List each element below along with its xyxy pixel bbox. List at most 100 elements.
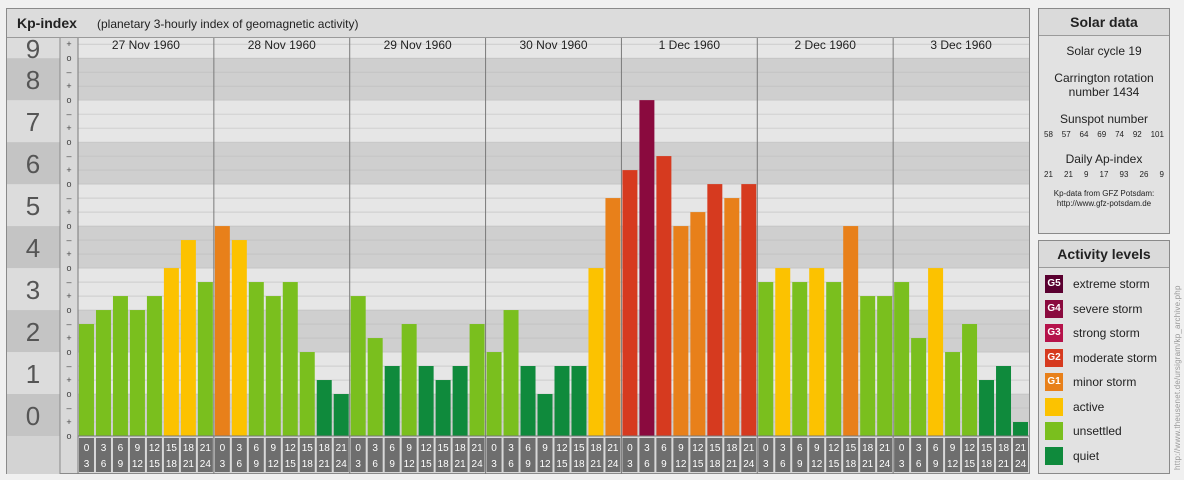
thirds-mark: + xyxy=(66,375,71,385)
y-label-band xyxy=(7,142,60,185)
hour-box xyxy=(554,438,570,472)
hour-box xyxy=(282,438,298,472)
kp-bar xyxy=(146,296,162,436)
hour-label-start: 3 xyxy=(237,443,243,454)
hour-label-start: 3 xyxy=(101,443,107,454)
hour-label-start: 18 xyxy=(319,443,331,454)
y-tick-label: 6 xyxy=(26,149,40,179)
hour-label-end: 24 xyxy=(336,459,348,470)
y-label-band xyxy=(7,394,60,436)
hour-label-end: 21 xyxy=(862,459,874,470)
y-tick-label: 7 xyxy=(26,107,40,137)
y-tick-label: 3 xyxy=(26,275,40,305)
kp-bar xyxy=(979,380,995,436)
ap-values: 21 21 9 17 93 26 9 xyxy=(1039,170,1169,179)
carrington-line1: Carrington rotation xyxy=(1054,71,1154,85)
solar-data-title: Solar data xyxy=(1039,9,1169,36)
thirds-mark: + xyxy=(66,39,71,49)
hour-label-start: 0 xyxy=(899,443,905,454)
kp-bar xyxy=(554,366,570,436)
hour-label-end: 6 xyxy=(916,459,922,470)
ap-value: 21 xyxy=(1064,170,1073,179)
hour-box xyxy=(639,438,655,472)
hour-box xyxy=(197,438,213,472)
hour-label-start: 15 xyxy=(573,443,585,454)
hour-box xyxy=(248,438,264,472)
kp-bar xyxy=(282,282,298,436)
kp-band xyxy=(78,184,1029,227)
hour-box xyxy=(979,438,995,472)
level-label: moderate storm xyxy=(1073,350,1158,365)
thirds-mark: + xyxy=(66,123,71,133)
thirds-mark: – xyxy=(66,151,71,161)
hour-box xyxy=(401,438,417,472)
hour-label-end: 21 xyxy=(726,459,738,470)
activity-levels-list: G5 extreme storm G4 severe storm G3 strong st… xyxy=(1039,268,1169,469)
hour-box xyxy=(418,438,434,472)
hour-box xyxy=(894,438,910,472)
y-tick-label: 9 xyxy=(26,34,40,64)
kp-bar xyxy=(724,198,740,436)
kp-bar xyxy=(741,184,757,436)
hour-box xyxy=(673,438,689,472)
thirds-mark: o xyxy=(66,221,71,231)
hour-label-end: 9 xyxy=(389,459,395,470)
thirds-mark: o xyxy=(66,53,71,63)
hour-label-start: 15 xyxy=(981,443,993,454)
hour-label-end: 6 xyxy=(101,459,107,470)
hour-box xyxy=(180,438,196,472)
hour-label-end: 12 xyxy=(132,459,144,470)
kp-bar xyxy=(333,394,349,436)
day-date-label: 2 Dec 1960 xyxy=(795,38,857,52)
y-label-band xyxy=(7,310,60,353)
kp-bar xyxy=(537,394,553,436)
hour-label-end: 3 xyxy=(220,459,226,470)
kp-bar xyxy=(452,366,468,436)
thirds-mark: – xyxy=(66,193,71,203)
sunspot-title: Sunspot number xyxy=(1059,112,1149,126)
hour-box xyxy=(79,438,94,472)
source-link[interactable]: http://www.gfz-potsdam.de xyxy=(1056,199,1152,208)
hour-label-start: 6 xyxy=(933,443,939,454)
hour-label-start: 0 xyxy=(627,443,633,454)
thirds-axis-panel xyxy=(60,38,78,436)
y-tick-label: 1 xyxy=(26,359,40,389)
thirds-mark: – xyxy=(66,319,71,329)
kp-bar xyxy=(622,170,638,436)
kp-bar xyxy=(520,366,536,436)
level-swatch: G1 xyxy=(1045,373,1063,391)
hour-label-start: 15 xyxy=(709,443,721,454)
hour-label-start: 9 xyxy=(542,443,548,454)
ap-value: 17 xyxy=(1099,170,1109,179)
hour-label-end: 3 xyxy=(627,459,633,470)
hour-label-end: 18 xyxy=(573,459,585,470)
kp-bar xyxy=(231,240,247,436)
thirds-mark: + xyxy=(66,207,71,217)
hour-label-start: 0 xyxy=(763,443,769,454)
activity-levels-panel: Activity levels G5 extreme storm G4 severe … xyxy=(1038,240,1170,474)
thirds-mark: o xyxy=(66,305,71,315)
hour-label-start: 12 xyxy=(964,443,976,454)
y-tick-label: 8 xyxy=(26,65,40,95)
hour-box xyxy=(95,438,111,472)
hour-box xyxy=(265,438,281,472)
kp-bar xyxy=(605,198,621,436)
kp-band xyxy=(78,142,1029,185)
hour-label-start: 21 xyxy=(336,443,348,454)
y-tick-label: 4 xyxy=(26,233,40,263)
level-swatch: G2 xyxy=(1045,348,1063,367)
sunspot-value: 92 xyxy=(1132,130,1142,139)
solar-data-panel: Solar data Solar cycle 19 Carrington rot… xyxy=(1038,8,1170,234)
thirds-mark: + xyxy=(66,165,71,175)
kp-bar xyxy=(707,184,723,436)
hour-label-end: 6 xyxy=(508,459,514,470)
level-swatch xyxy=(1045,397,1063,416)
hour-box xyxy=(452,438,468,472)
hour-box xyxy=(911,438,927,472)
level-label: extreme storm xyxy=(1073,277,1150,291)
hour-label-start: 6 xyxy=(661,443,667,454)
hour-box xyxy=(945,438,961,472)
thirds-mark: o xyxy=(66,95,71,105)
hour-label-start: 21 xyxy=(1015,443,1027,454)
